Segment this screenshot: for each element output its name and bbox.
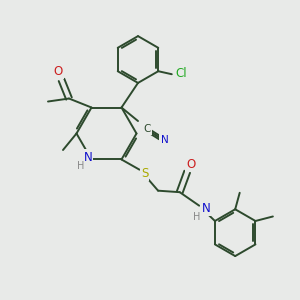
Text: H: H (193, 212, 200, 222)
Text: C: C (143, 124, 151, 134)
Text: O: O (54, 65, 63, 78)
Text: S: S (141, 167, 148, 180)
Text: N: N (160, 135, 168, 145)
Text: N: N (83, 151, 92, 164)
Text: H: H (77, 161, 85, 171)
Text: O: O (186, 158, 195, 171)
Text: Cl: Cl (176, 67, 187, 80)
Text: N: N (201, 202, 210, 215)
